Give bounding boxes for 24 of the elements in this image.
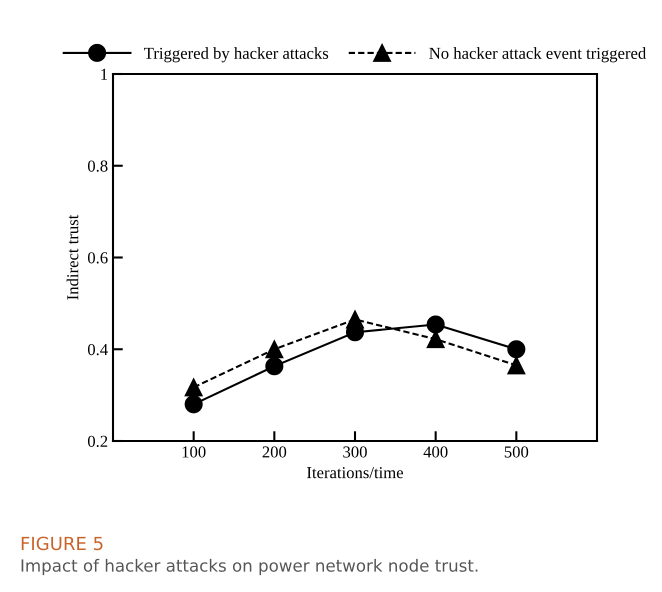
text: FIGURE 5 [22, 536, 103, 550]
y-tick-label: 1 [101, 68, 108, 80]
x-tick-label: 500 [504, 446, 528, 458]
point [507, 356, 526, 374]
legend-label: Triggered by hacker attacks [144, 47, 328, 62]
point [507, 340, 526, 358]
x-tick-label: 100 [182, 446, 206, 458]
y-tick-label: 0.8 [88, 160, 108, 172]
x-tick-label: 400 [423, 446, 448, 458]
point [184, 395, 203, 414]
point [426, 315, 445, 334]
y-tick-label: 0.6 [88, 252, 108, 264]
text: Impact of hacker attacks on power network node trust. [22, 558, 478, 576]
point [265, 340, 284, 358]
y-tick-label: 0.2 [88, 436, 108, 448]
x-tick-label: 200 [262, 446, 286, 458]
point [346, 310, 364, 328]
x-axis-title: Iterations/time [307, 467, 404, 478]
y-tick-label: 0.4 [88, 344, 108, 356]
legend-label: No hacker attack event triggered [429, 47, 646, 62]
x-tick-label: 300 [343, 446, 367, 458]
point [184, 378, 203, 396]
y-axis-title: Indirect trust [66, 214, 78, 300]
point [265, 357, 284, 376]
